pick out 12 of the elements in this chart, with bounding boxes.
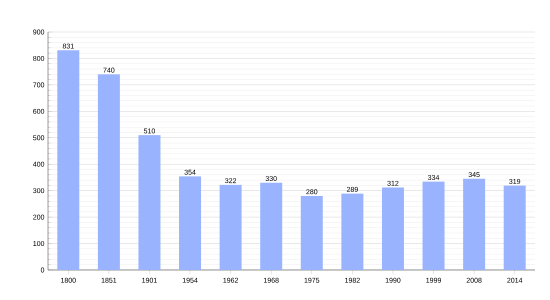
bar: [57, 50, 80, 270]
bar: [463, 178, 486, 270]
bar: [179, 176, 202, 270]
bar: [504, 186, 526, 270]
bar: [422, 182, 445, 270]
bar: [220, 184, 242, 270]
bar: [138, 135, 160, 270]
bar: [382, 187, 404, 270]
bar: [260, 182, 282, 270]
bar: [341, 194, 364, 270]
bar: [300, 196, 323, 270]
bar: [98, 74, 120, 270]
